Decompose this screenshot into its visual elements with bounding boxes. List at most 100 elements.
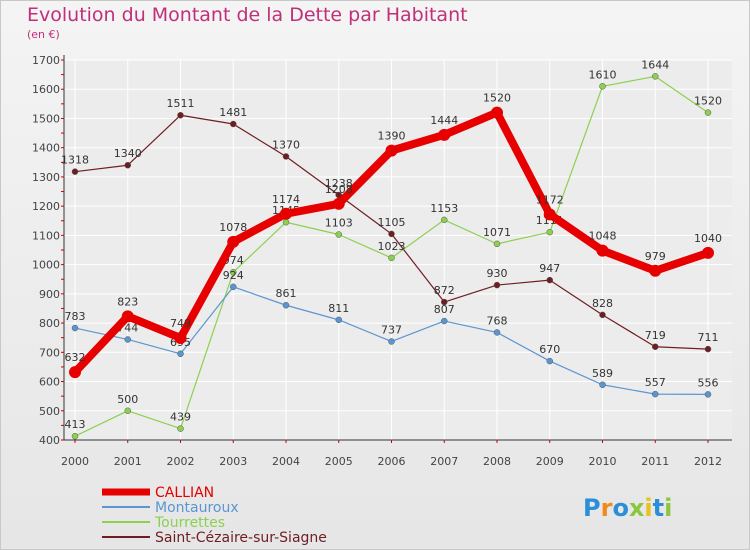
y-tick-label: 1400 <box>32 142 60 155</box>
data-label: 930 <box>487 267 508 280</box>
data-label: 737 <box>381 323 402 336</box>
data-label: 711 <box>698 331 719 344</box>
data-point <box>704 391 712 398</box>
data-label: 670 <box>539 343 560 356</box>
data-point <box>702 246 714 259</box>
logo-letter: i <box>664 494 672 522</box>
logo-letter: o <box>612 494 629 522</box>
axes: 400 500 600 700 800 900 1000 1100 1200 1300 1400 15… <box>32 54 732 468</box>
data-point <box>71 432 79 440</box>
data-label: 979 <box>645 250 666 263</box>
legend-label: Saint-Cézaire-sur-Siagne <box>155 530 327 546</box>
logo-letter: t <box>653 494 664 522</box>
y-tick-label: 1600 <box>32 83 60 96</box>
data-point <box>438 128 451 141</box>
chart-title: Evolution du Montant de la Dette par Hab… <box>27 4 468 26</box>
plot-area <box>64 60 732 440</box>
x-tick-label: 2009 <box>536 455 564 468</box>
legend-label: Montauroux <box>155 500 239 516</box>
data-label: 828 <box>592 297 613 310</box>
data-label: 556 <box>698 376 719 389</box>
data-point <box>124 161 131 169</box>
data-point <box>385 144 398 157</box>
data-label: 439 <box>170 411 191 424</box>
y-tick-label: 1500 <box>32 112 60 125</box>
x-tick-label: 2000 <box>61 455 89 468</box>
data-point <box>599 381 606 389</box>
x-tick-label: 2004 <box>272 455 300 468</box>
data-label: 1105 <box>378 216 406 229</box>
x-tick-label: 2011 <box>641 455 669 468</box>
data-point <box>174 331 187 344</box>
logo-letter: x <box>629 494 645 522</box>
data-point <box>282 301 290 309</box>
data-point <box>599 311 606 319</box>
data-label: 947 <box>539 262 560 275</box>
data-label: 924 <box>223 269 244 282</box>
data-label: 1153 <box>430 202 458 215</box>
data-label: 1040 <box>694 232 722 245</box>
logo-letter: i <box>644 494 652 522</box>
data-label: 500 <box>117 393 138 406</box>
data-point <box>546 276 553 284</box>
y-tick-label: 1300 <box>32 171 60 184</box>
data-point <box>388 230 395 238</box>
data-label: 783 <box>65 310 86 323</box>
data-label: 1048 <box>589 230 617 243</box>
data-label: 807 <box>434 303 455 316</box>
data-label: 872 <box>434 284 455 297</box>
x-tick-label: 2008 <box>483 455 511 468</box>
data-label: 1390 <box>378 130 406 143</box>
data-label: 1103 <box>325 217 353 230</box>
data-point <box>332 197 345 210</box>
data-point <box>493 329 501 336</box>
data-label: 1208 <box>325 183 353 196</box>
data-label: 1370 <box>272 138 300 151</box>
logo-text: Proxiti <box>583 494 672 522</box>
data-label: 861 <box>276 287 297 300</box>
data-point <box>124 336 131 343</box>
data-label: 1520 <box>694 95 722 108</box>
data-label: 1481 <box>219 106 247 119</box>
data-point <box>441 298 448 306</box>
data-point <box>124 407 131 415</box>
data-point <box>543 208 556 221</box>
data-point <box>335 316 342 324</box>
legend-label: CALLIAN <box>155 485 214 501</box>
y-tick-label: 1100 <box>32 229 60 242</box>
data-point <box>546 228 553 236</box>
data-point <box>441 317 448 325</box>
data-point <box>230 268 237 276</box>
data-point <box>596 244 609 257</box>
data-label: 749 <box>170 317 191 330</box>
data-point <box>177 425 184 432</box>
y-tick-label: 1700 <box>32 54 60 67</box>
logo-letter: r <box>601 494 613 522</box>
data-label: 413 <box>65 418 86 431</box>
data-point <box>280 207 292 220</box>
data-label: 589 <box>592 367 613 380</box>
data-label: 1174 <box>272 193 300 206</box>
data-point <box>282 218 290 226</box>
data-point <box>282 153 290 160</box>
data-label: 823 <box>117 295 138 308</box>
logo-letter: P <box>583 494 601 522</box>
y-tick-label: 700 <box>39 346 60 359</box>
data-point <box>69 366 81 379</box>
data-point <box>491 106 503 119</box>
x-tick-label: 2010 <box>589 455 617 468</box>
x-tick-label: 2001 <box>114 455 142 468</box>
legend-label: Tourrettes <box>154 515 225 531</box>
data-point <box>599 83 606 90</box>
data-point <box>704 109 712 116</box>
x-tick-label: 2003 <box>219 455 247 468</box>
series-saint-c-zaire-sur-siagne: 1318 1340 1511 1481 1370 1238 1105 872 930 947 828… <box>61 97 719 353</box>
y-tick-label: 1000 <box>32 259 60 272</box>
y-tick-label: 800 <box>39 317 60 330</box>
data-point <box>652 343 659 351</box>
data-point <box>652 390 659 398</box>
x-tick-label: 2002 <box>167 455 195 468</box>
data-point <box>177 350 184 358</box>
data-point <box>704 345 712 353</box>
